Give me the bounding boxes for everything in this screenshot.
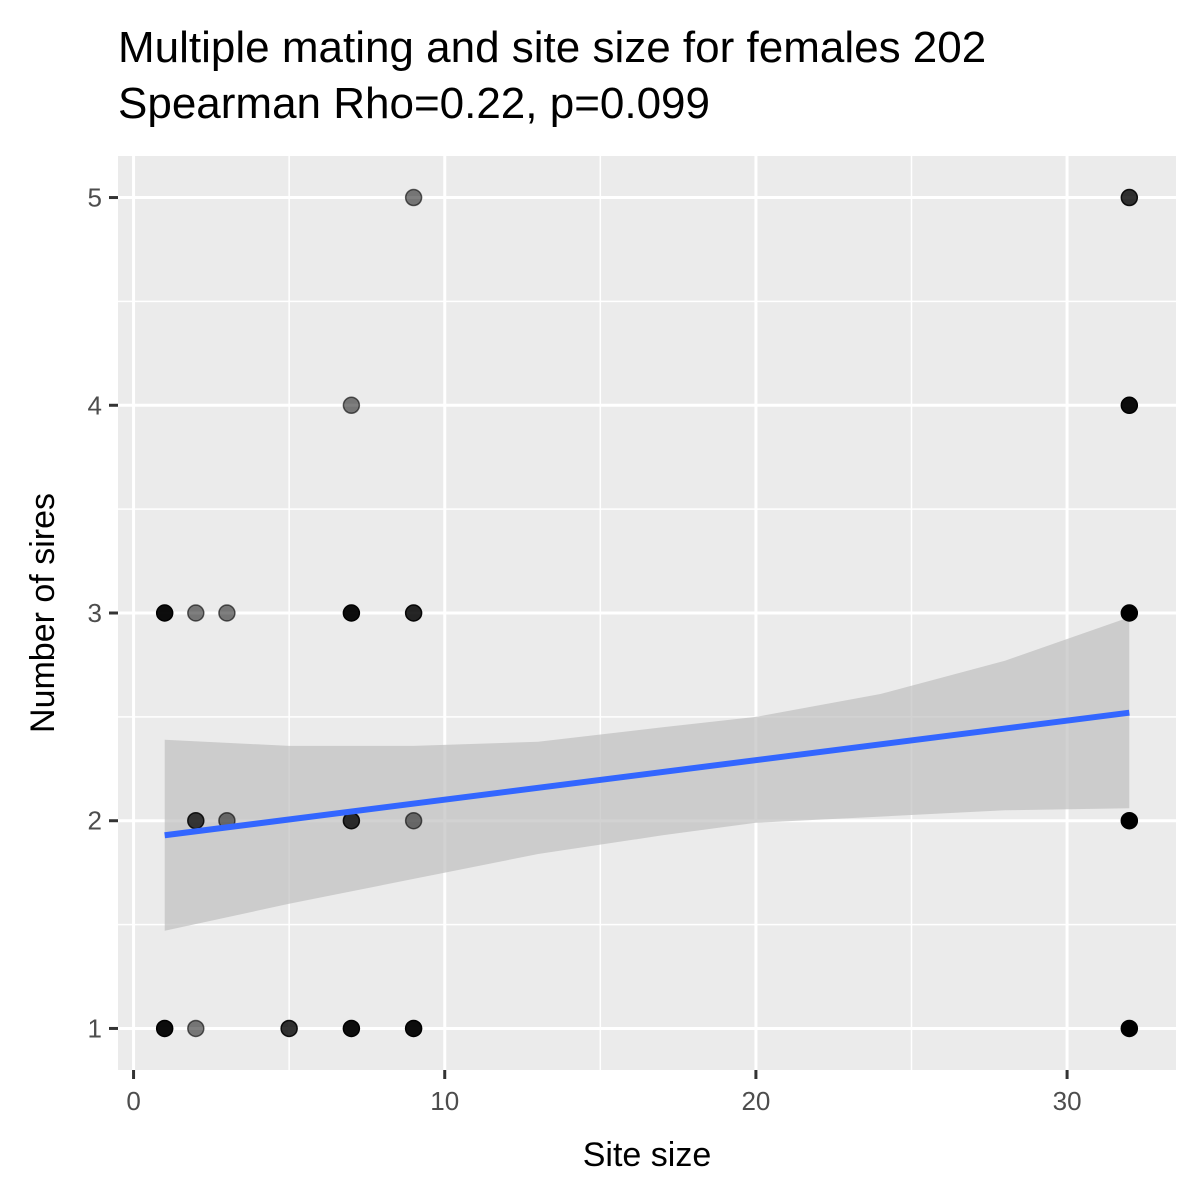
y-tick-label: 2	[88, 806, 102, 836]
data-point	[1120, 188, 1139, 207]
x-tick-label: 0	[126, 1086, 140, 1116]
data-point	[187, 604, 205, 622]
chart-subtitle: Spearman Rho=0.22, p=0.099	[118, 79, 710, 128]
data-point	[404, 811, 423, 830]
y-tick-label: 4	[88, 390, 102, 420]
data-point	[218, 604, 236, 622]
data-point	[155, 604, 174, 622]
data-point	[342, 604, 361, 622]
data-point	[280, 1019, 298, 1038]
chart-title: Multiple mating and site size for female…	[118, 23, 986, 72]
y-axis-title: Number of sires	[24, 493, 62, 733]
data-point	[342, 1019, 361, 1038]
data-point	[187, 1019, 205, 1038]
major-gridlines	[118, 156, 1176, 1070]
data-point	[404, 188, 423, 207]
data-points	[155, 188, 1139, 1038]
x-axis: 0 10 20 30	[126, 1070, 1082, 1116]
y-tick-label: 5	[88, 183, 102, 213]
x-tick-label: 10	[430, 1086, 459, 1116]
x-tick-label: 30	[1053, 1086, 1082, 1116]
x-tick-label: 20	[741, 1086, 770, 1116]
data-point	[1120, 396, 1139, 415]
fit-line	[164, 709, 1130, 839]
y-tick-label: 3	[88, 598, 102, 628]
data-point	[187, 811, 205, 830]
data-point	[1120, 604, 1139, 622]
data-point	[1120, 1019, 1139, 1038]
data-point	[342, 396, 361, 415]
data-point	[404, 604, 423, 622]
data-point	[404, 1019, 423, 1038]
y-tick-label: 1	[88, 1013, 102, 1043]
data-point	[1120, 811, 1139, 830]
x-axis-title: Site size	[583, 1136, 712, 1174]
y-axis: 1 2 3 4 5	[88, 183, 118, 1043]
data-point	[155, 1019, 174, 1038]
